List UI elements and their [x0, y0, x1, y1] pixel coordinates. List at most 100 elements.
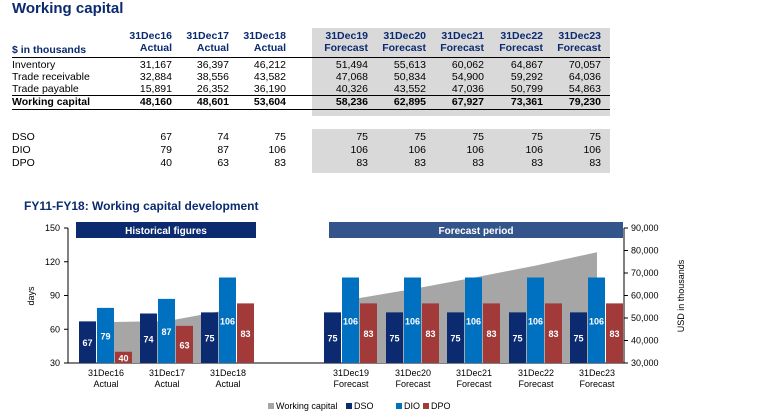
bar-dpo	[115, 351, 132, 363]
unit-label: $ in thousands	[12, 44, 87, 56]
bar-label-dpo: 83	[240, 329, 250, 339]
bar-dpo	[176, 325, 193, 363]
cell-value: 106	[350, 144, 368, 156]
cell-value: 83	[472, 157, 484, 169]
bar-dso	[570, 312, 587, 363]
x-tick-label: Forecast	[456, 379, 492, 389]
cell-value: 59,292	[510, 71, 543, 83]
bar-label-dpo: 83	[486, 329, 496, 339]
forecast-header-label: Forecast period	[438, 226, 513, 237]
x-tick-label: Forecast	[395, 379, 431, 389]
right-tick-label: 60,000	[631, 291, 659, 301]
cell-value: 75	[472, 131, 484, 143]
bar-label-dio: 87	[161, 327, 171, 337]
cell-value: 40,326	[335, 83, 368, 95]
historical-header-label: Historical figures	[125, 226, 207, 237]
legend-label: Working capital	[276, 401, 337, 411]
bar-dpo	[360, 303, 377, 363]
cell-value: 54,863	[568, 83, 601, 95]
bar-label-dso: 75	[389, 334, 399, 344]
cell-value: 50,834	[393, 71, 426, 83]
row-label: DSO	[12, 131, 35, 143]
cell-value: 50,799	[510, 83, 543, 95]
cell-value: 75	[356, 131, 368, 143]
cell-value: 55,613	[393, 59, 426, 71]
bar-label-dso: 74	[143, 334, 153, 344]
row-label: DPO	[12, 157, 35, 169]
cell-value: 75	[274, 131, 286, 143]
bar-dpo	[606, 303, 623, 363]
x-tick-label: Forecast	[518, 379, 554, 389]
right-tick-label: 50,000	[631, 313, 659, 323]
page-title: Working capital	[12, 0, 124, 17]
cell-value: 60,062	[451, 59, 484, 71]
left-tick-label: 30	[50, 358, 60, 368]
column-date: 31Dec19	[325, 30, 368, 42]
chart-title: FY11-FY18: Working capital development	[24, 199, 259, 213]
column-type: Actual	[196, 42, 229, 54]
row-label: Inventory	[12, 59, 56, 71]
cell-value: 106	[525, 144, 543, 156]
cell-value: 67	[160, 131, 172, 143]
cell-value: 75	[414, 131, 426, 143]
header-underline	[12, 57, 610, 58]
working-capital-area	[351, 252, 597, 363]
bar-dio	[527, 277, 544, 363]
bar-dio	[219, 277, 236, 363]
ratio-row: DSO 67 74 75 75 75 75 75 75	[12, 131, 622, 143]
cell-value: 63	[217, 157, 229, 169]
cell-value: 36,397	[196, 59, 229, 71]
bar-dso	[201, 312, 218, 363]
bar-dpo	[545, 303, 562, 363]
column-date: 31Dec22	[500, 30, 543, 42]
column-header: 31Dec18 Actual	[236, 30, 286, 56]
cell-value: 73,361	[510, 96, 543, 108]
column-date: 31Dec18	[243, 30, 286, 42]
left-tick-label: 150	[45, 223, 60, 233]
table-row: Trade receivable 32,884 38,556 43,582 47,068…	[12, 71, 622, 83]
x-tick-label: Actual	[154, 379, 179, 389]
cell-value: 83	[531, 157, 543, 169]
x-tick-label: 31Dec18	[210, 368, 246, 378]
cell-value: 43,552	[393, 83, 426, 95]
column-date: 31Dec16	[129, 30, 172, 42]
table-row: Trade payable 15,891 26,352 36,190 40,326 43,…	[12, 83, 622, 95]
total-overline	[12, 95, 610, 96]
cell-value: 75	[531, 131, 543, 143]
x-tick-label: 31Dec17	[149, 368, 185, 378]
cell-value: 32,884	[139, 71, 172, 83]
column-date: 31Dec23	[558, 30, 601, 42]
column-header: 31Dec17 Actual	[179, 30, 229, 56]
cell-value: 64,867	[510, 59, 543, 71]
cell-value: 83	[414, 157, 426, 169]
column-type: Actual	[253, 42, 286, 54]
bar-label-dpo: 40	[118, 353, 128, 363]
column-header: 31Dec20 Forecast	[376, 30, 426, 56]
ratio-row: DPO 40 63 83 83 83 83 83 83	[12, 157, 622, 169]
legend-label: DPO	[431, 401, 451, 411]
cell-value: 47,068	[335, 71, 368, 83]
bar-dio	[342, 277, 359, 363]
bar-label-dio: 106	[466, 316, 481, 326]
row-label: DIO	[12, 144, 31, 156]
right-tick-label: 30,000	[631, 358, 659, 368]
cell-value: 87	[217, 144, 229, 156]
right-tick-label: 90,000	[631, 223, 659, 233]
cell-value: 106	[466, 144, 484, 156]
cell-value: 83	[356, 157, 368, 169]
cell-value: 40	[160, 157, 172, 169]
cell-value: 38,556	[196, 71, 229, 83]
total-row: Working capital 48,160 48,601 53,604 58,236 6…	[12, 96, 622, 108]
bar-label-dpo: 63	[179, 340, 189, 350]
bar-label-dio: 79	[100, 331, 110, 341]
cell-value: 75	[589, 131, 601, 143]
x-tick-label: 31Dec20	[395, 368, 431, 378]
cell-value: 106	[408, 144, 426, 156]
bar-dio	[588, 277, 605, 363]
cell-value: 26,352	[196, 83, 229, 95]
cell-value: 51,494	[335, 59, 368, 71]
column-header: 31Dec19 Forecast	[318, 30, 368, 56]
cell-value: 58,236	[335, 96, 368, 108]
bar-label-dpo: 83	[609, 329, 619, 339]
column-header: 31Dec22 Forecast	[493, 30, 543, 56]
